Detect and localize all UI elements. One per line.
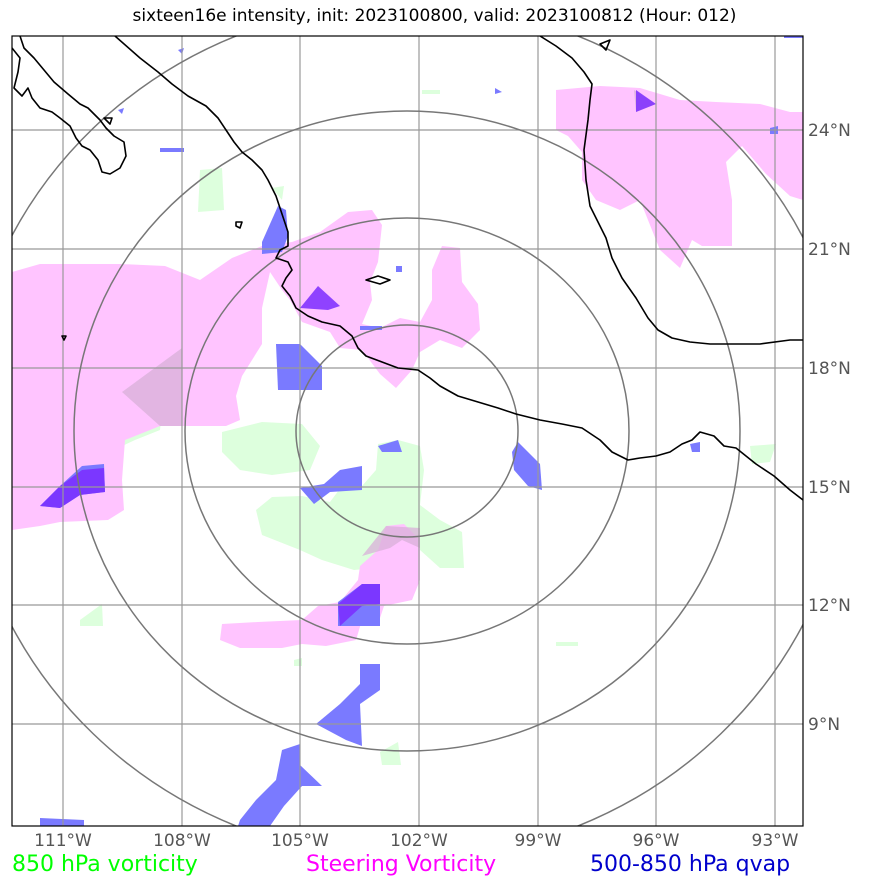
- plot-frame: [11, 35, 804, 827]
- lon-tick-label: 105°W: [271, 831, 329, 851]
- lon-tick-label: 102°W: [390, 831, 448, 851]
- range-ring-3: [73, 110, 741, 752]
- lat-tick-label: 9°N: [808, 715, 840, 735]
- lat-tick-label: 21°N: [808, 240, 851, 260]
- lon-tick-label: 99°W: [515, 831, 562, 851]
- range-ring-2: [184, 217, 630, 645]
- coastlines: [12, 36, 803, 501]
- lon-tick-labels: 111°W 108°W 105°W 102°W 99°W 96°W 93°W: [34, 831, 799, 851]
- legend-850-vorticity: 850 hPa vorticity: [12, 852, 198, 877]
- lon-tick-label: 96°W: [633, 831, 680, 851]
- lat-tick-label: 15°N: [808, 478, 851, 498]
- lat-tick-label: 18°N: [808, 359, 851, 379]
- lon-tick-label: 111°W: [34, 831, 92, 851]
- steering-field: [12, 86, 803, 648]
- lon-tick-label: 108°W: [153, 831, 211, 851]
- map-title: sixteen16e intensity, init: 2023100800, …: [132, 6, 737, 26]
- range-ring-1: [295, 324, 519, 538]
- lat-tick-label: 12°N: [808, 596, 851, 616]
- legend-steering-vorticity: Steering Vorticity: [306, 852, 497, 877]
- lat-tick-label: 24°N: [808, 121, 851, 141]
- graticule: [12, 36, 803, 826]
- lon-tick-label: 93°W: [752, 831, 799, 851]
- range-rings: [12, 36, 803, 826]
- lat-tick-labels: 24°N 21°N 18°N 15°N 12°N 9°N: [808, 121, 851, 735]
- legend-qvap: 500-850 hPa qvap: [590, 852, 791, 877]
